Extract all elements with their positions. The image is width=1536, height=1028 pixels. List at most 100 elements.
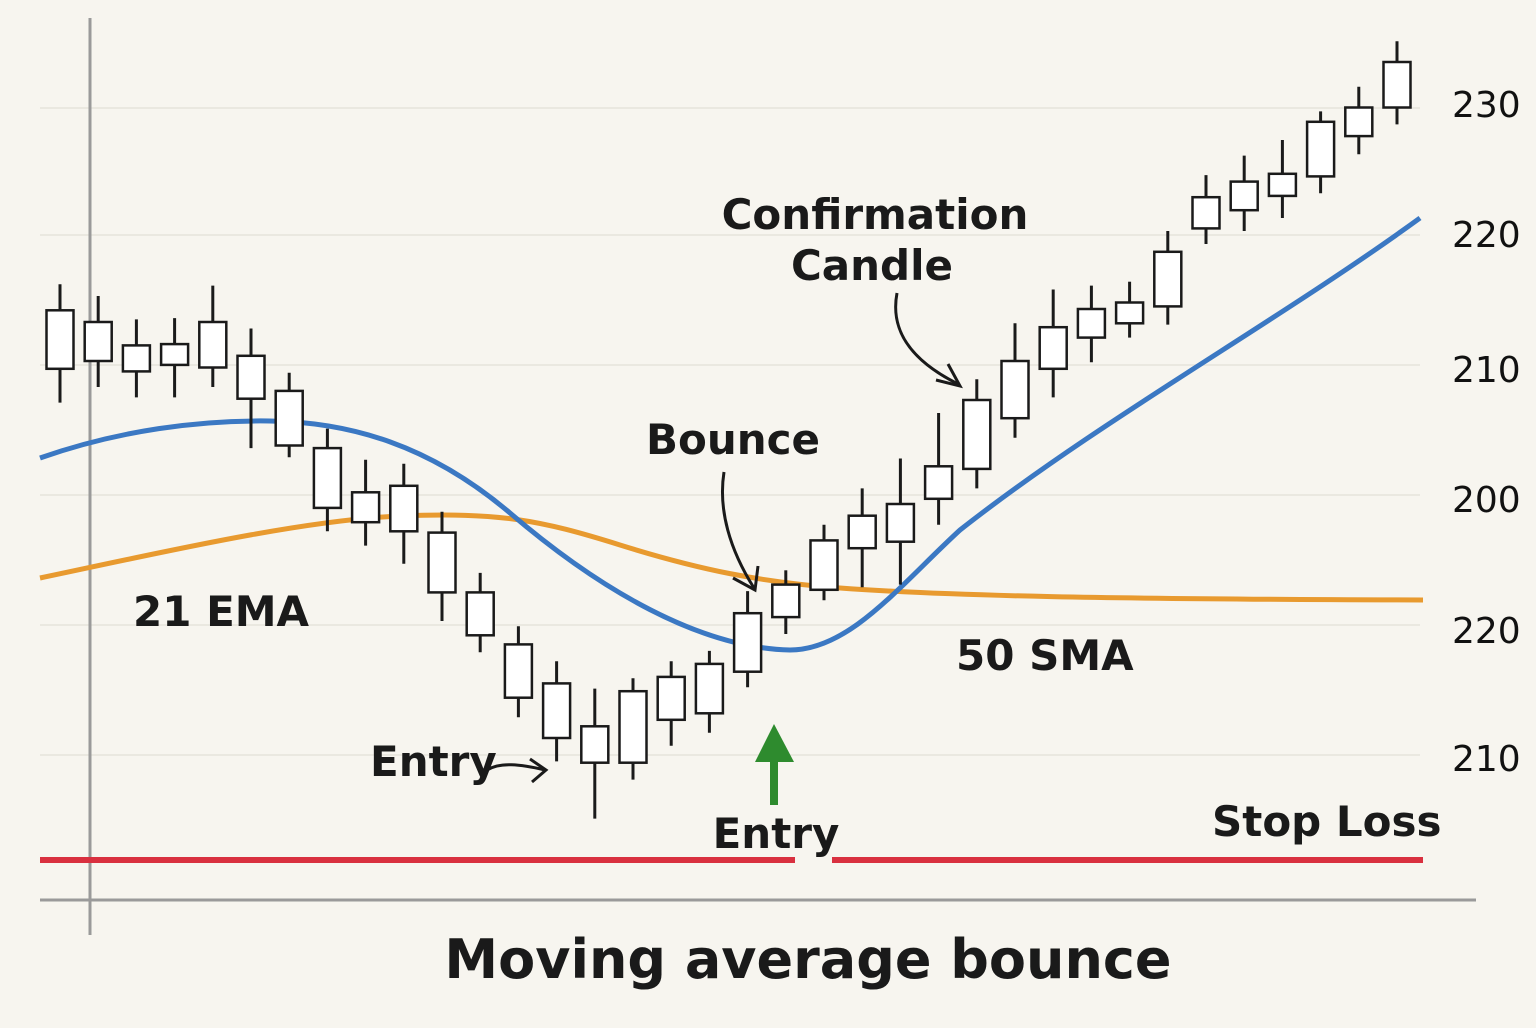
candle-body — [1305, 120, 1336, 178]
bounce-arrow — [720, 471, 756, 589]
candle — [1305, 111, 1336, 194]
y-tick-label: 210 — [1452, 739, 1521, 780]
candle-body — [121, 344, 152, 373]
candle-body — [1267, 172, 1298, 198]
candle-body — [962, 398, 992, 471]
bounce-label: Bounce — [646, 415, 820, 464]
entry-up-arrow — [755, 724, 794, 805]
candle — [350, 459, 381, 546]
candle-body — [923, 465, 954, 501]
candle-body — [45, 309, 75, 371]
candle-body — [1000, 359, 1030, 420]
candles — [45, 41, 1412, 819]
candle-body — [1382, 60, 1412, 109]
candle — [1038, 289, 1068, 398]
y-tick-label: 220 — [1452, 215, 1521, 256]
candle-body — [1344, 106, 1374, 138]
candle-body — [389, 484, 419, 533]
candle — [962, 379, 992, 489]
candle — [1000, 323, 1030, 438]
candle — [1153, 231, 1183, 325]
candle-body — [618, 689, 648, 764]
candle — [83, 296, 113, 387]
candle — [1114, 281, 1145, 338]
candle-body — [1038, 325, 1068, 371]
candle — [121, 319, 152, 398]
entry-left-arrowhead — [529, 757, 549, 784]
candle — [923, 413, 954, 525]
candle — [159, 318, 190, 398]
candle-body — [694, 662, 725, 715]
candle-body — [1153, 250, 1183, 308]
y-tick-label: 230 — [1452, 85, 1521, 126]
candle — [274, 372, 304, 458]
candle-body — [885, 502, 916, 543]
candle-body — [771, 583, 801, 619]
ema-21-line — [39, 215, 1422, 653]
entry-left-arrow — [486, 763, 546, 772]
candle-body — [159, 342, 190, 367]
candle-body — [83, 320, 113, 363]
candle-body — [847, 514, 877, 550]
candle — [389, 463, 419, 564]
candle — [427, 511, 457, 621]
entry-left-label: Entry — [370, 737, 497, 786]
candle — [1267, 140, 1298, 218]
candle — [1229, 155, 1259, 231]
candle — [541, 661, 572, 762]
candle-body — [198, 320, 228, 369]
candle — [1382, 41, 1412, 125]
candle — [236, 328, 266, 449]
bounce-arrowhead — [732, 565, 760, 593]
candle-body — [427, 531, 457, 594]
candle — [847, 488, 877, 588]
candle — [809, 524, 839, 601]
candle — [1344, 86, 1374, 155]
candle-body — [503, 643, 534, 699]
candle-body — [312, 446, 343, 510]
y-tick-label: 220 — [1452, 611, 1521, 652]
candle-body — [656, 675, 686, 722]
stop-loss-label: Stop Loss — [1212, 797, 1441, 846]
candle — [312, 428, 343, 532]
chart-title: Moving average bounce — [444, 928, 1171, 991]
candle-body — [1076, 307, 1107, 339]
entry-arrow-head — [755, 724, 794, 762]
candle-body — [465, 591, 495, 637]
sma-50-line — [39, 512, 1424, 603]
candle — [580, 688, 610, 819]
candle — [198, 285, 228, 387]
candle — [45, 284, 75, 403]
candle — [465, 572, 495, 653]
candle-body — [580, 725, 610, 764]
candle — [656, 661, 686, 746]
confirmation-arrowhead — [935, 363, 963, 389]
candle-body — [809, 539, 839, 592]
candle-body — [1229, 180, 1259, 212]
grid-lines — [40, 107, 1420, 756]
candle — [771, 570, 801, 634]
candle — [732, 591, 763, 688]
y-tick-label: 210 — [1452, 350, 1521, 391]
entry-bottom-label: Entry — [713, 809, 840, 858]
ema-21-label: 21 EMA — [133, 587, 310, 636]
candle-body — [732, 611, 763, 673]
candle-body — [541, 682, 572, 740]
candle — [885, 458, 916, 585]
y-tick-labels: 230 220 210 200 220 210 — [1452, 85, 1521, 780]
candle-body — [350, 491, 381, 524]
confirmation-candle-label-line1: Confirmation — [722, 190, 1029, 239]
candle — [503, 626, 534, 718]
sma-50-label: 50 SMA — [956, 631, 1134, 680]
y-tick-label: 200 — [1452, 480, 1521, 521]
confirmation-arrow — [894, 292, 959, 386]
candle — [1191, 175, 1221, 244]
candle — [1076, 285, 1107, 363]
candle-body — [274, 389, 304, 447]
candle-body — [1191, 195, 1221, 230]
confirmation-candle-label-line2: Candle — [791, 241, 953, 290]
candle — [694, 650, 725, 733]
candle — [618, 678, 648, 780]
